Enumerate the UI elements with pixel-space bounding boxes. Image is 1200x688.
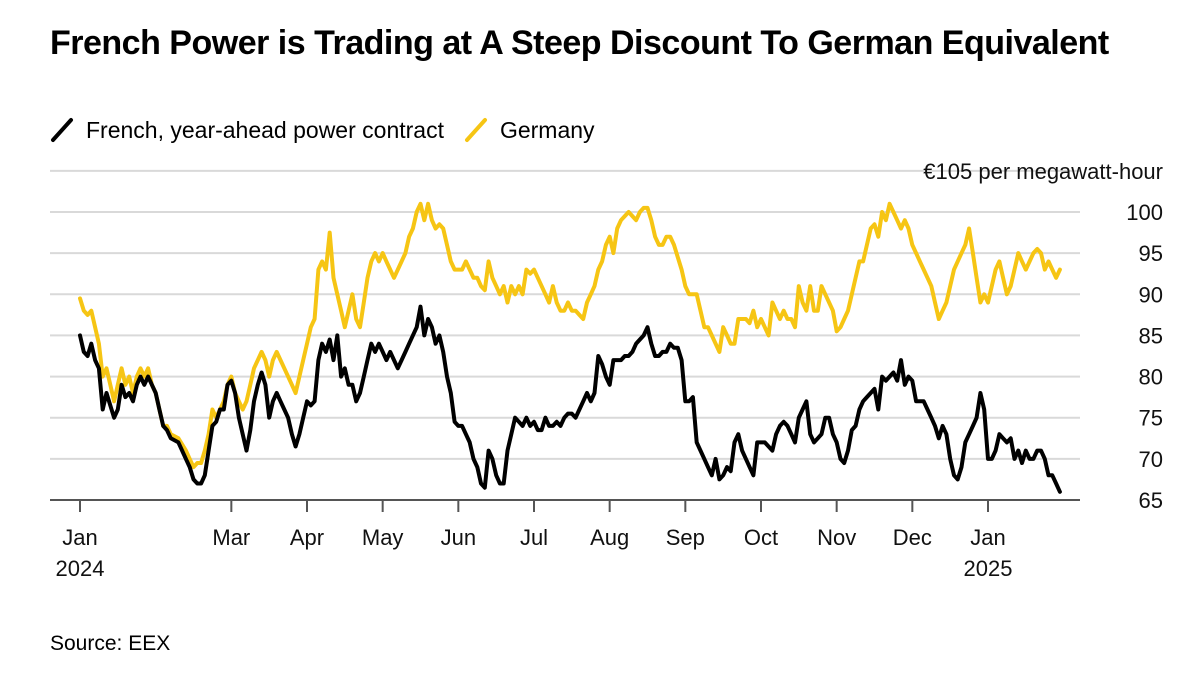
y-tick-label: 65	[1139, 488, 1163, 513]
source-note: Source: EEX	[50, 632, 171, 655]
x-tick-label: Sep	[666, 525, 705, 550]
x-tick-label: Jan	[62, 525, 97, 550]
y-tick-label: 85	[1139, 323, 1163, 348]
x-tick-label: Mar	[212, 525, 250, 550]
x-tick-year-label: 2025	[964, 556, 1013, 581]
legend-swatch-germany	[464, 118, 487, 142]
x-tick-label: Jul	[520, 525, 548, 550]
y-tick-label: 90	[1139, 282, 1163, 307]
x-tick-label: May	[362, 525, 404, 550]
legend-label-germany: Germany	[499, 116, 595, 143]
chart-title: French Power is Trading at A Steep Disco…	[50, 24, 1109, 62]
y-tick-label: 95	[1139, 241, 1163, 266]
legend-item-french: French, year-ahead power contract	[50, 117, 444, 144]
x-tick-label: Jan	[970, 525, 1005, 550]
x-tick-label: Aug	[590, 525, 629, 550]
series-line-french	[78, 304, 1062, 494]
x-tick-label: Nov	[817, 525, 856, 550]
y-tick-label: 75	[1139, 406, 1163, 431]
x-tick-year-label: 2024	[56, 556, 105, 581]
legend-label-french: French, year-ahead power contract	[86, 116, 444, 143]
line-chart: 100 95 90 85 80 75 70 65 €105 per megawatt-hour J…	[50, 159, 1163, 581]
y-unit-label: €105 per megawatt-hour	[923, 159, 1163, 184]
y-tick-label: 100	[1126, 200, 1163, 225]
series-line-germany	[78, 201, 1062, 470]
x-tick-label: Dec	[893, 525, 932, 550]
legend-swatch-french	[51, 118, 73, 142]
legend: French, year-ahead power contract German…	[50, 114, 615, 146]
x-tick-label: Apr	[290, 525, 324, 550]
x-tick-label: Jun	[441, 525, 476, 550]
legend-item-germany: Germany	[464, 117, 595, 144]
y-tick-label: 70	[1139, 447, 1163, 472]
y-tick-label: 80	[1139, 365, 1163, 390]
x-tick-label: Oct	[744, 525, 778, 550]
